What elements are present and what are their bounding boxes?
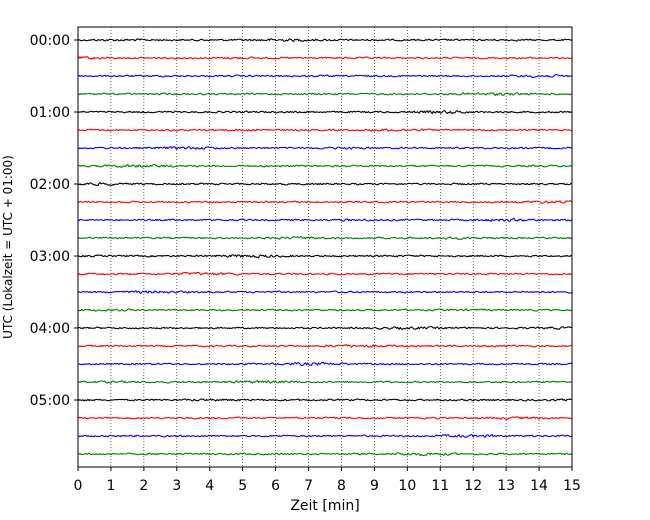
x-tick-label-10: 10: [398, 478, 416, 494]
y-axis-ticks: 00:00 01:00 02:00 03:00 04:00 05:00: [30, 33, 78, 409]
x-tick-label-14: 14: [530, 478, 548, 494]
trace-0130: [77, 146, 573, 150]
trace-0445: [77, 379, 573, 384]
trace-0345: [77, 308, 573, 312]
x-tick-label-0: 0: [74, 478, 83, 494]
x-tick-label-13: 13: [497, 478, 515, 494]
trace-0030: [77, 73, 573, 79]
trace-0215: [77, 200, 573, 204]
trace-0015: [77, 56, 573, 60]
trace-0545: [77, 452, 573, 457]
trace-0045: [77, 92, 573, 96]
trace-0200: [77, 181, 573, 187]
seismic-traces: [77, 38, 573, 457]
trace-0300: [77, 254, 573, 259]
plot-background: [78, 27, 572, 467]
y-axis-title: UTC (Lokalzeit = UTC + 01:00): [1, 155, 15, 339]
trace-0000: [77, 38, 573, 42]
x-tick-label-1: 1: [106, 478, 115, 494]
trace-0400: [77, 325, 573, 330]
y-tick-label-3: 03:00: [30, 249, 70, 265]
x-tick-label-11: 11: [431, 478, 449, 494]
trace-0230: [77, 217, 573, 222]
trace-0530: [77, 433, 573, 439]
x-tick-label-12: 12: [464, 478, 482, 494]
x-tick-label-7: 7: [304, 478, 313, 494]
x-axis-title: Zeit [min]: [290, 498, 359, 514]
trace-0430: [77, 361, 573, 367]
trace-0330: [77, 290, 573, 294]
x-tick-label-6: 6: [271, 478, 280, 494]
trace-0415: [77, 344, 573, 348]
y-tick-label-4: 04:00: [30, 321, 70, 337]
trace-0500: [77, 398, 573, 402]
trace-0515: [77, 416, 573, 420]
x-axis-ticks: 0 1 2 3 4 5 6 7 8 9 10 11 12 13 14 15: [74, 467, 581, 494]
grid-lines: [110, 27, 540, 467]
x-tick-label-15: 15: [563, 478, 581, 494]
trace-0315: [77, 271, 573, 276]
trace-0115: [77, 128, 573, 132]
y-tick-label-2: 02:00: [30, 177, 70, 193]
x-tick-label-5: 5: [238, 478, 247, 494]
y-tick-label-0: 00:00: [30, 33, 70, 49]
x-tick-label-9: 9: [370, 478, 379, 494]
x-tick-label-3: 3: [172, 478, 181, 494]
plot-frame: [77, 26, 573, 468]
y-tick-label-1: 01:00: [30, 105, 70, 121]
trace-0100: [77, 110, 573, 115]
x-tick-label-2: 2: [139, 478, 148, 494]
trace-0245: [77, 236, 573, 240]
y-tick-label-5: 05:00: [30, 393, 70, 409]
x-tick-label-4: 4: [205, 478, 214, 494]
x-tick-label-8: 8: [337, 478, 346, 494]
trace-0145: [77, 163, 573, 168]
